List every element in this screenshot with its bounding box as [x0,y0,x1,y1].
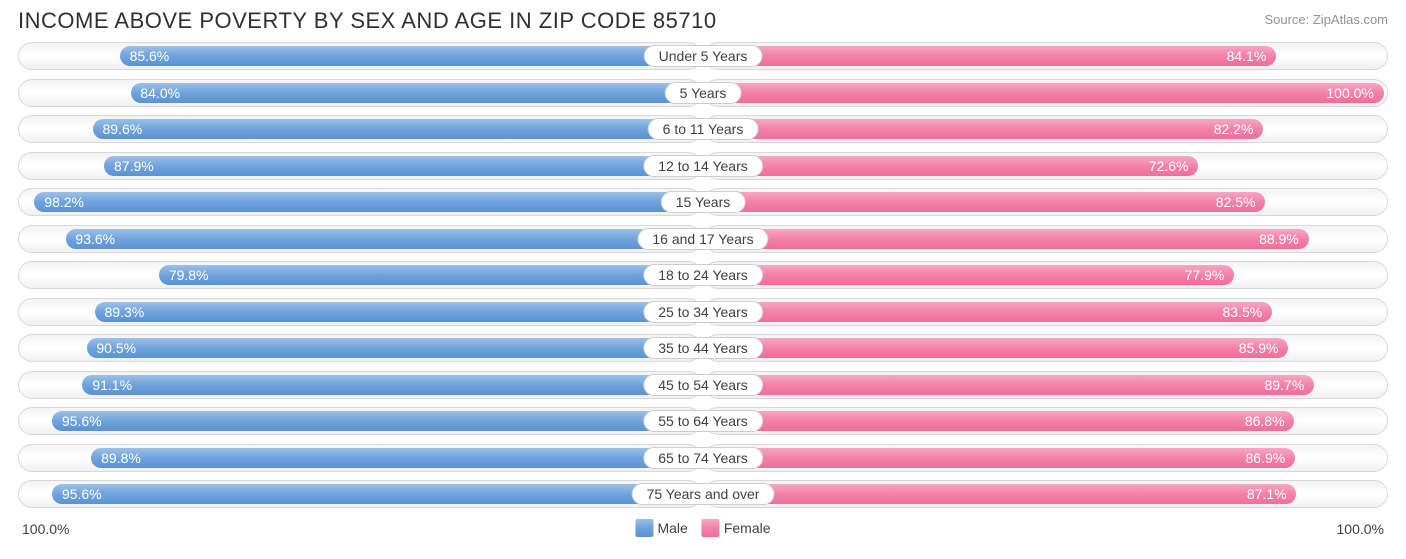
value-label-male: 98.2% [34,188,84,216]
chart-source: Source: ZipAtlas.com [1264,8,1388,27]
chart-legend: Male Female [635,519,770,537]
bar-male [95,302,699,322]
category-label: 55 to 64 Years [643,410,763,432]
axis-label-left: 100.0% [22,521,69,537]
chart-row: 98.2% 82.5%15 Years [18,188,1388,216]
legend-item-male: Male [635,519,687,537]
value-label-female: 87.1% [707,480,1296,508]
value-label-male: 93.6% [65,225,115,253]
value-label-female: 88.9% [707,225,1309,253]
value-label-female: 82.2% [707,115,1263,143]
bar-male [131,83,699,103]
chart-plot-area: 85.6% 84.1%Under 5 Years 84.0% 100.0%5 Year… [0,42,1406,508]
chart-row: 89.3% 83.5%25 to 34 Years [18,298,1388,326]
value-label-male: 79.8% [159,261,209,289]
chart-row: 95.6% 87.1%75 Years and over [18,480,1388,508]
chart-row: 93.6% 88.9%16 and 17 Years [18,225,1388,253]
bar-male [52,484,699,504]
value-label-male: 89.6% [92,115,142,143]
legend-label-female: Female [724,520,771,536]
value-label-male: 89.3% [95,298,145,326]
axis-label-right: 100.0% [1337,521,1384,537]
category-label: 65 to 74 Years [643,447,763,469]
legend-swatch-male [635,519,653,537]
value-label-male: 87.9% [104,152,154,180]
value-label-male: 90.5% [86,334,136,362]
category-label: 5 Years [665,82,742,104]
bar-male [104,156,699,176]
value-label-female: 72.6% [707,152,1198,180]
chart-row: 91.1% 89.7%45 to 54 Years [18,371,1388,399]
chart-footer: 100.0% Male Female 100.0% [0,517,1406,547]
bar-male [34,192,699,212]
bar-male [52,411,699,431]
value-label-female: 100.0% [707,79,1384,107]
category-label: 45 to 54 Years [643,374,763,396]
chart-row: 89.6% 82.2%6 to 11 Years [18,115,1388,143]
legend-swatch-female [702,519,720,537]
value-label-male: 91.1% [82,371,132,399]
value-label-male: 85.6% [120,42,170,70]
category-label: 18 to 24 Years [643,264,763,286]
category-label: 75 Years and over [632,483,775,505]
category-label: 25 to 34 Years [643,301,763,323]
bar-male [120,46,699,66]
chart-row: 90.5% 85.9%35 to 44 Years [18,334,1388,362]
bar-male [159,265,699,285]
value-label-female: 86.9% [707,444,1295,472]
chart-title: INCOME ABOVE POVERTY BY SEX AND AGE IN Z… [18,8,717,34]
value-label-female: 89.7% [707,371,1314,399]
bar-male [91,448,699,468]
value-label-male: 89.8% [91,444,141,472]
chart-row: 95.6% 86.8%55 to 64 Years [18,407,1388,435]
chart-row: 87.9% 72.6%12 to 14 Years [18,152,1388,180]
value-label-female: 86.8% [707,407,1294,435]
legend-item-female: Female [702,519,771,537]
category-label: 35 to 44 Years [643,337,763,359]
value-label-female: 82.5% [707,188,1265,216]
category-label: Under 5 Years [644,45,763,67]
category-label: 6 to 11 Years [648,118,759,140]
bar-male [82,375,699,395]
chart-row: 79.8% 77.9%18 to 24 Years [18,261,1388,289]
bar-male [66,229,699,249]
bar-male [93,119,699,139]
value-label-male: 84.0% [130,79,180,107]
category-label: 16 and 17 Years [637,228,768,250]
value-label-female: 77.9% [707,261,1234,289]
value-label-female: 85.9% [707,334,1288,362]
legend-label-male: Male [657,520,687,536]
category-label: 12 to 14 Years [643,155,763,177]
value-label-female: 83.5% [707,298,1272,326]
value-label-male: 95.6% [52,407,102,435]
chart-row: 84.0% 100.0%5 Years [18,79,1388,107]
chart-row: 85.6% 84.1%Under 5 Years [18,42,1388,70]
chart-header: INCOME ABOVE POVERTY BY SEX AND AGE IN Z… [0,0,1406,42]
value-label-female: 84.1% [707,42,1276,70]
value-label-male: 95.6% [52,480,102,508]
bar-male [87,338,699,358]
category-label: 15 Years [661,191,746,213]
chart-row: 89.8% 86.9%65 to 74 Years [18,444,1388,472]
